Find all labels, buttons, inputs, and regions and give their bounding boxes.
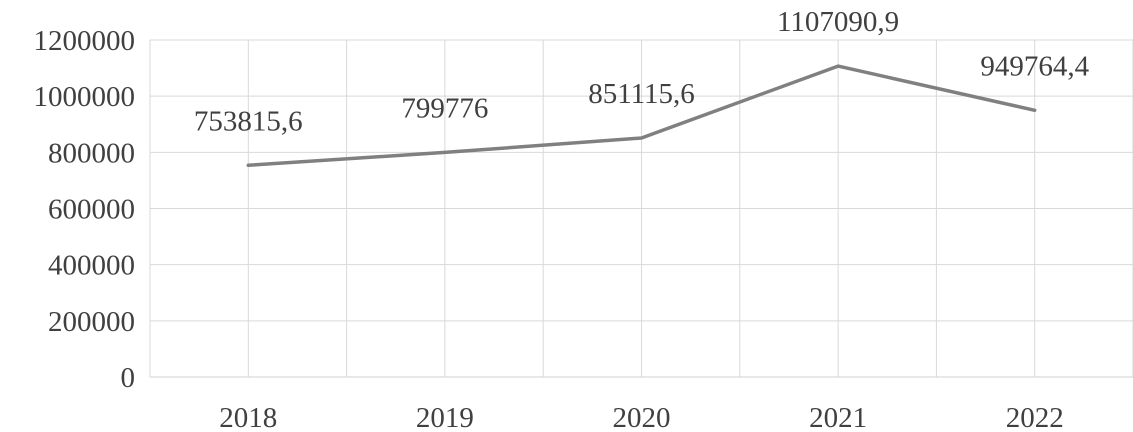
series-line <box>246 64 1037 168</box>
data-label: 949764,4 <box>980 50 1089 82</box>
x-tick-label: 2021 <box>809 402 867 432</box>
x-tick-label: 2019 <box>416 402 474 432</box>
data-label: 753815,6 <box>194 105 303 137</box>
y-tick-label: 200000 <box>48 306 135 338</box>
y-tick-label: 800000 <box>48 137 135 169</box>
data-label: 1107090,9 <box>777 6 899 38</box>
y-tick-label: 600000 <box>48 194 135 226</box>
x-tick-label: 2020 <box>613 402 671 432</box>
y-tick-label: 1000000 <box>34 81 136 113</box>
data-label: 851115,6 <box>588 78 695 110</box>
y-tick-label: 1200000 <box>34 25 136 57</box>
data-label: 799776 <box>401 92 488 124</box>
x-tick-label: 2022 <box>1006 402 1064 432</box>
y-tick-label: 400000 <box>48 250 135 282</box>
y-tick-label: 0 <box>121 362 136 394</box>
x-tick-label: 2018 <box>219 402 277 432</box>
